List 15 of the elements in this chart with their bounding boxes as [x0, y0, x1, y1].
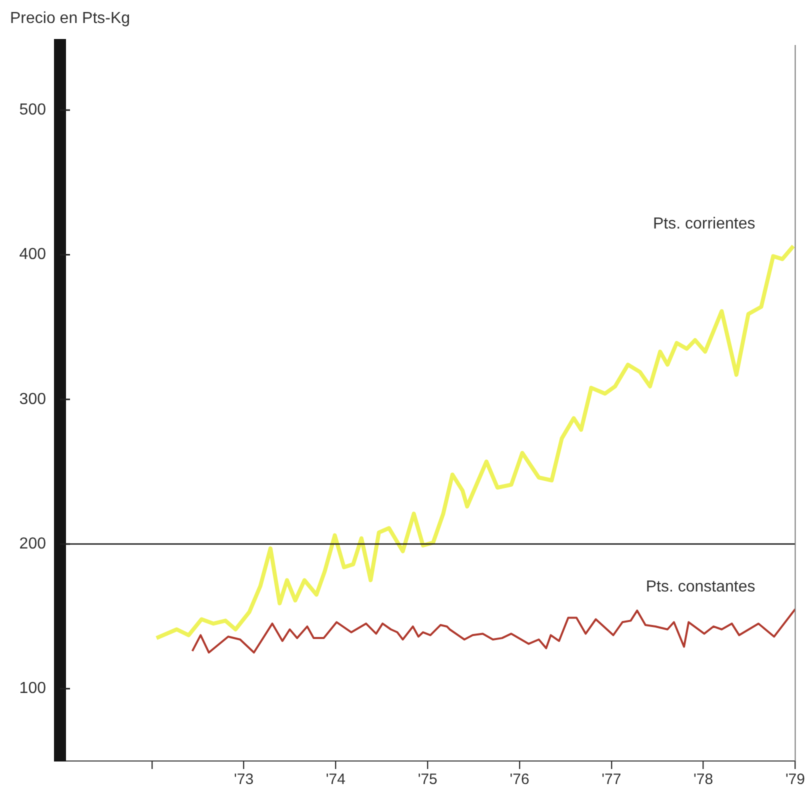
y-axis-title: Precio en Pts-Kg — [10, 10, 130, 28]
series-label: Pts. corrientes — [652, 215, 756, 232]
x-tick-label: '76 — [510, 771, 530, 788]
y-tick-label: 400 — [19, 246, 46, 264]
x-tick-label: '78 — [694, 771, 714, 788]
x-tick-label: '79 — [785, 771, 806, 788]
series-label: Pts. constantes — [646, 578, 756, 596]
y-tick-label: 300 — [19, 390, 46, 408]
y-tick-label: 500 — [19, 101, 46, 118]
y-tick-label: 200 — [19, 535, 46, 552]
x-tick-label: '74 — [326, 771, 346, 788]
x-tick-label: '75 — [418, 771, 438, 788]
y-tick-label: 100 — [19, 680, 46, 698]
x-tick-label: '73 — [234, 771, 254, 788]
x-tick-label: '77 — [602, 771, 622, 788]
